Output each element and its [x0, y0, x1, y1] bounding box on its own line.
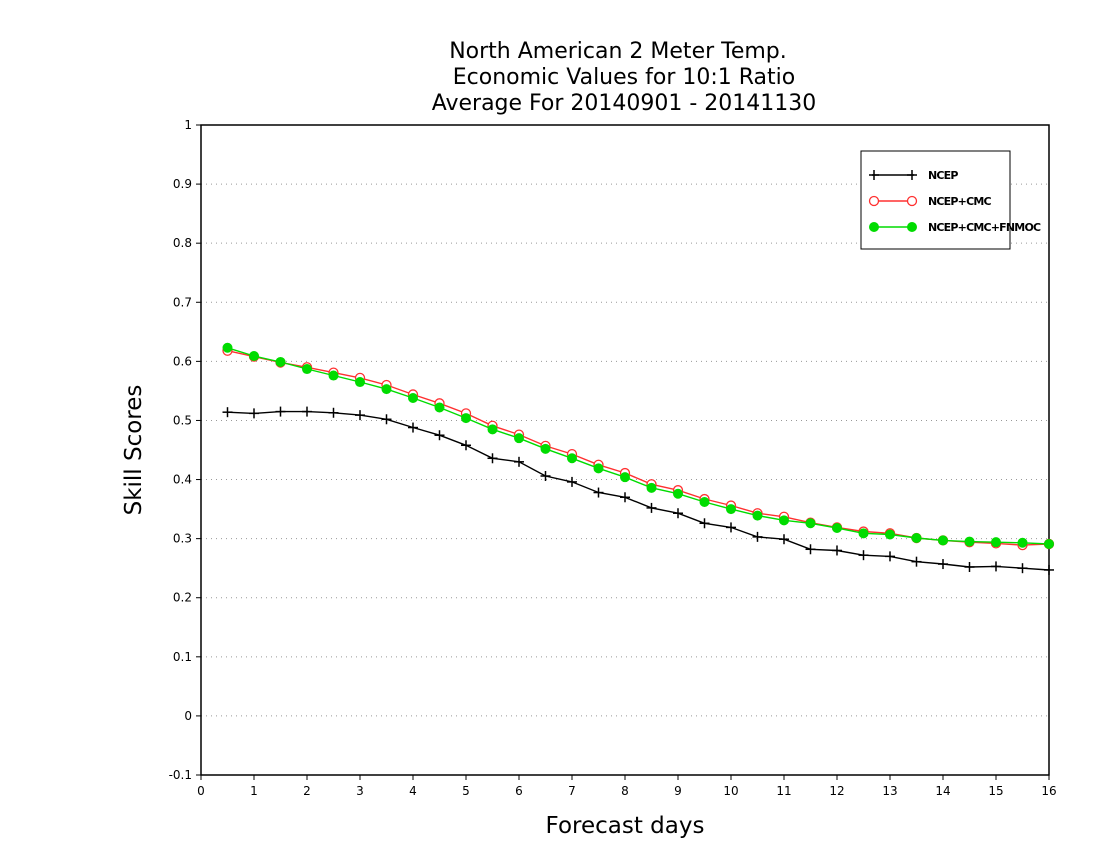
data-point-marker: [302, 364, 312, 375]
x-tick-label: 6: [515, 784, 523, 798]
data-point-marker: [938, 535, 948, 546]
legend-label: NCEP: [928, 169, 958, 182]
x-tick-label: 2: [303, 784, 311, 798]
x-tick-label: 12: [829, 784, 844, 798]
data-point-marker: [434, 402, 445, 413]
data-point-marker: [726, 504, 736, 515]
data-point-marker: [222, 342, 233, 353]
series-ncep: [222, 406, 1054, 575]
x-tick-label: 0: [197, 784, 205, 798]
data-point-marker: [567, 453, 577, 464]
x-tick-label: 15: [988, 784, 1003, 798]
data-point-marker: [699, 497, 710, 507]
y-tick-label: 1: [184, 118, 192, 132]
x-tick-label: 16: [1041, 784, 1056, 798]
data-point-marker: [487, 424, 498, 435]
series-ncep-cmc: [222, 345, 1055, 551]
x-tick-label: 10: [723, 784, 738, 798]
x-tick-label: 8: [621, 784, 629, 798]
data-point-marker: [885, 529, 895, 540]
y-tick-label: 0.1: [173, 650, 192, 664]
series-ncep-cmc-fnmoc: [222, 342, 1054, 549]
data-point-marker: [249, 351, 259, 362]
axis-ticks: -0.100.10.20.30.40.50.60.70.80.910 1 2 3 4 5 6…: [169, 118, 1057, 798]
legend-label: NCEP+CMC: [928, 195, 991, 208]
data-point-marker: [779, 515, 789, 526]
x-tick-label: 14: [935, 784, 950, 798]
data-point-marker: [1044, 538, 1054, 549]
data-point-marker: [355, 377, 365, 388]
data-point-marker: [869, 222, 879, 232]
grid-lines: [201, 183, 1049, 717]
series-line: [227, 347, 1050, 545]
data-point-marker: [275, 356, 286, 367]
x-axis-label: Forecast days: [546, 813, 705, 839]
data-point-marker: [906, 195, 918, 207]
x-tick-label: 4: [409, 784, 417, 798]
y-tick-label: 0.2: [173, 591, 192, 605]
y-tick-label: 0.9: [173, 177, 192, 191]
y-axis-label: Skill Scores: [121, 385, 147, 516]
x-tick-label: 3: [356, 784, 364, 798]
chart-title-line-1: North American 2 Meter Temp.: [449, 39, 787, 64]
y-tick-label: 0.5: [173, 413, 192, 427]
chart-title-line-3: Average For 20140901 - 20141130: [432, 91, 817, 116]
x-tick-label: 13: [882, 784, 897, 798]
data-point-marker: [381, 384, 392, 395]
data-point-marker: [1017, 537, 1028, 548]
y-tick-label: 0.3: [173, 532, 192, 546]
data-point-marker: [540, 443, 551, 454]
data-point-marker: [593, 463, 604, 474]
x-tick-label: 7: [568, 784, 576, 798]
legend-label: NCEP+CMC+FNMOC: [928, 221, 1041, 234]
y-tick-label: 0.4: [173, 473, 192, 487]
legend-item: NCEP: [869, 169, 959, 182]
legend-box: [860, 150, 1011, 250]
y-tick-label: 0: [184, 709, 192, 723]
data-point-marker: [408, 393, 418, 403]
y-tick-label: -0.1: [169, 768, 192, 782]
data-point-marker: [805, 518, 816, 529]
y-tick-label: 0.6: [173, 354, 192, 368]
y-tick-label: 0.7: [173, 295, 192, 309]
x-tick-label: 9: [674, 784, 682, 798]
y-tick-label: 0.8: [173, 236, 192, 250]
data-point-marker: [868, 195, 880, 207]
series-group: [222, 342, 1055, 575]
data-point-marker: [514, 433, 524, 444]
series-line: [227, 410, 1050, 571]
data-point-marker: [911, 533, 922, 544]
data-point-marker: [752, 510, 763, 521]
x-tick-label: 1: [250, 784, 258, 798]
legend-item: NCEP+CMC: [868, 195, 992, 208]
data-point-marker: [646, 482, 657, 493]
legend: NCEP NCEP+CMC NCEP+CMC+FNMOC: [860, 150, 1042, 250]
data-point-marker: [858, 528, 869, 539]
data-point-marker: [991, 537, 1001, 548]
x-tick-label: 5: [462, 784, 470, 798]
data-point-marker: [673, 488, 683, 499]
data-point-marker: [964, 536, 975, 547]
data-point-marker: [832, 523, 842, 533]
x-tick-label: 11: [776, 784, 791, 798]
data-point-marker: [620, 472, 630, 483]
chart-title-line-2: Economic Values for 10:1 Ratio: [453, 65, 795, 90]
legend-item: NCEP+CMC+FNMOC: [869, 221, 1042, 234]
data-point-marker: [328, 370, 339, 381]
data-point-marker: [461, 413, 471, 424]
data-point-marker: [907, 222, 917, 232]
